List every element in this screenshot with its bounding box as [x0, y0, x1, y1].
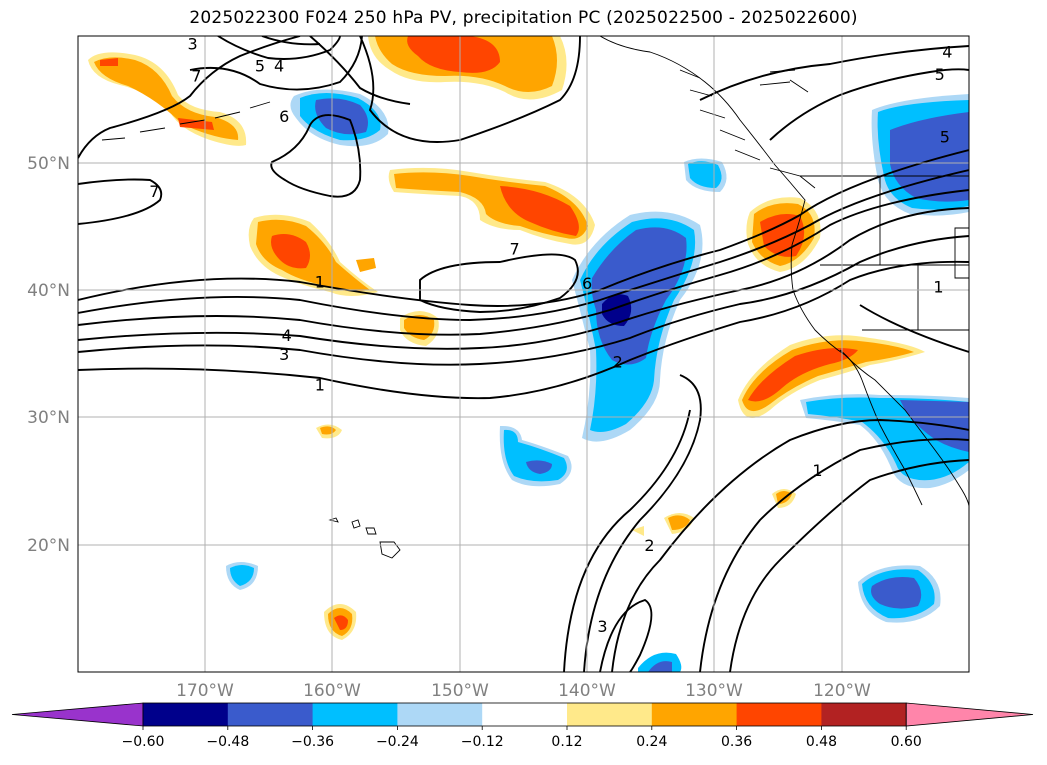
- pv-contour-label: 3: [187, 35, 197, 54]
- pv-contour-label: 1: [315, 272, 325, 291]
- lat-label: 50°N: [27, 154, 70, 174]
- lon-label: 130°W: [685, 681, 743, 701]
- latitude-labels: 50°N 40°N 30°N 20°N: [27, 154, 70, 556]
- colorbar-segment: [397, 703, 483, 726]
- pv-contour-label: 4: [942, 42, 952, 61]
- pv-contour-label: 7: [191, 66, 201, 85]
- lat-label: 40°N: [27, 281, 70, 301]
- colorbar-extend-min: [11, 702, 144, 727]
- lon-label: 160°W: [303, 681, 361, 701]
- colorbar-segment: [312, 703, 398, 726]
- colorbar-tick-label: −0.60: [122, 734, 165, 750]
- colorbar-tick-label: 0.12: [551, 734, 582, 750]
- lon-label: 140°W: [558, 681, 616, 701]
- pv-contour-label: 6: [582, 274, 592, 293]
- colorbar-segment: [227, 703, 314, 726]
- lon-label: 170°W: [176, 681, 234, 701]
- pv-contour-label: 7: [149, 182, 159, 201]
- pv-contour-label: 2: [644, 536, 654, 555]
- map-title: 2025022300 F024 250 hPa PV, precipitatio…: [189, 8, 858, 28]
- pv-contour-label: 5: [935, 65, 945, 84]
- precipitation-shading: [88, 36, 969, 672]
- pv-contour-label: 1: [812, 461, 822, 480]
- colorbar-segment: [736, 703, 822, 726]
- colorbar-frame: [142, 702, 907, 727]
- hawaii-islands: [328, 517, 401, 559]
- grid-lines: [78, 36, 969, 672]
- colorbar-segment: [821, 703, 907, 726]
- lon-label: 120°W: [813, 681, 871, 701]
- colorbar-segment: [567, 703, 653, 726]
- colorbar-tick-label: 0.48: [806, 734, 837, 750]
- colorbar-tick-label: 0.24: [636, 734, 667, 750]
- pv-contour-label: 6: [279, 107, 289, 126]
- colorbar-segment: [482, 703, 568, 726]
- pv-contour-label: 4: [274, 56, 284, 75]
- pv-contour-label: 2: [613, 353, 623, 372]
- pv-contour-label: 3: [279, 345, 289, 364]
- pv-contour-label: 5: [255, 56, 265, 75]
- lat-label: 20°N: [27, 536, 70, 556]
- pv-contour-label: 5: [940, 127, 950, 146]
- colorbar-tick-label: −0.48: [206, 734, 249, 750]
- pv-contour-label: 4: [282, 326, 292, 345]
- pv-contours: [78, 36, 969, 672]
- colorbar-tick-label: −0.36: [291, 734, 334, 750]
- colorbar: −0.60 −0.48 −0.36 −0.24 −0.12 0.12 0.24 0.36 0.4…: [11, 702, 1034, 750]
- pv-contour-label: 1: [933, 278, 943, 297]
- longitude-labels: 170°W 160°W 150°W 140°W 130°W 120°W: [176, 681, 871, 701]
- colorbar-segment: [143, 703, 229, 726]
- colorbar-tick-label: 0.60: [891, 734, 922, 750]
- colorbar-extend-max: [905, 702, 1034, 727]
- pv-contour-label: 7: [509, 239, 519, 258]
- colorbar-tick-label: −0.12: [461, 734, 504, 750]
- colorbar-tick-label: 0.36: [721, 734, 752, 750]
- pv-contour-label: 1: [315, 376, 325, 395]
- lon-label: 150°W: [431, 681, 489, 701]
- colorbar-tick-label: −0.24: [376, 734, 419, 750]
- colorbar-segment: [651, 703, 738, 726]
- lat-label: 30°N: [27, 408, 70, 428]
- map-frame: [77, 35, 970, 673]
- pv-contour-label: 3: [597, 617, 607, 636]
